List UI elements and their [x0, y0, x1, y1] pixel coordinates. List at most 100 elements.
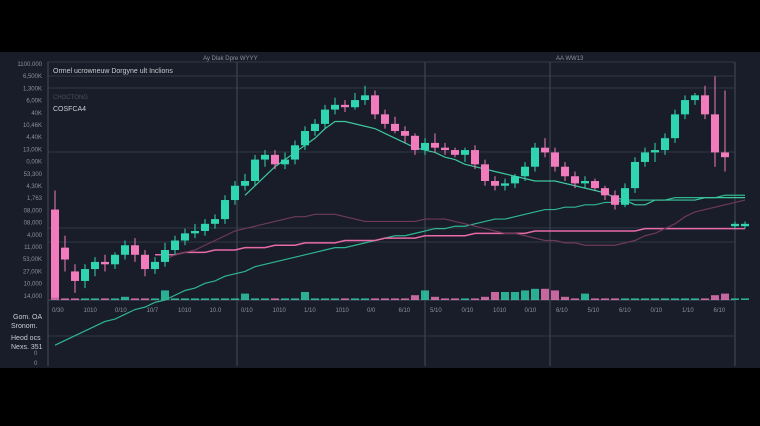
candle-body [61, 247, 69, 260]
y-tick-label: 14,000 [24, 294, 43, 300]
candle-body [201, 223, 209, 231]
candles [51, 76, 749, 298]
header-title-right: AA WW13 [556, 56, 584, 62]
y-tick-label: 6,500K [23, 74, 42, 80]
candle-body [341, 104, 349, 108]
ma-slow-line [54, 194, 745, 346]
volume-bar [411, 295, 419, 300]
y-axis: 1100.000 6,500K 1,300K 6,00K 40K 10,46K 4,40K 1… [17, 62, 42, 300]
volume-bar [631, 298, 639, 300]
volume-bar [361, 298, 369, 300]
y-tick-label: 4,40K [26, 135, 42, 141]
x-tick-label: 1/10 [682, 308, 694, 314]
y-tick-label: 13,00K [23, 147, 42, 153]
volume-bar [171, 298, 179, 300]
candle-body [641, 152, 649, 162]
volume-bar [671, 298, 679, 300]
x-tick-label: 1010 [493, 308, 507, 314]
candle-body [711, 114, 719, 153]
volume-bar [431, 296, 439, 300]
volume-bar [501, 292, 509, 300]
header-title-left: Ay Dlak Dpre WYYY [203, 56, 258, 62]
bottom-label-3: Heod ocs [11, 335, 41, 342]
volume-bar [111, 298, 119, 300]
y-tick-label: 1,300K [23, 86, 42, 92]
ma-fast-line [244, 120, 745, 206]
candle-body [611, 195, 619, 205]
volume-bar [281, 298, 289, 300]
candle-body [161, 250, 169, 262]
x-tick-label: 5/10 [430, 308, 442, 314]
volume-bar [381, 298, 389, 300]
candle-body [51, 209, 59, 298]
x-tick-label: 0/10 [462, 308, 474, 314]
y-tick-label: 08,000 [24, 208, 43, 214]
candle-body [441, 147, 449, 151]
candle-body [401, 131, 409, 136]
panel-subtitle: CHOCTONG [53, 95, 88, 101]
candle-body [701, 95, 709, 115]
candle-body [481, 164, 489, 181]
candle-body [351, 100, 359, 108]
candle-body [311, 123, 319, 132]
volume-bar [371, 298, 379, 300]
candle-body [301, 131, 309, 146]
y-tick-label: 40K [31, 111, 42, 117]
x-tick-label: 6/10 [619, 308, 631, 314]
volume-bar [181, 298, 189, 300]
candle-body [221, 200, 229, 220]
candle-body [631, 161, 639, 189]
x-tick-label: 6/10 [556, 308, 568, 314]
volume-bar [701, 298, 709, 300]
candle-body [121, 245, 129, 255]
x-tick-label: 0/10 [651, 308, 663, 314]
candle-body [211, 219, 219, 224]
x-tick-label: 6/10 [714, 308, 726, 314]
x-tick-label: 10/7 [147, 308, 159, 314]
volume-bar [161, 290, 169, 300]
volume-bar [291, 298, 299, 300]
volume-bar [391, 298, 399, 300]
candle-body [361, 95, 369, 101]
volume-bar [661, 298, 669, 300]
y-tick-label: 53,00K [23, 257, 42, 263]
volume-bar [221, 298, 229, 300]
x-tick-label: 0/10 [115, 308, 127, 314]
volume-bars [51, 288, 749, 300]
volume-bar [491, 292, 499, 300]
volume-bar [151, 298, 159, 300]
y-tick-label: 0,00K [26, 160, 42, 166]
candle-body [251, 159, 259, 181]
volume-bar [341, 298, 349, 300]
volume-bar [721, 293, 729, 300]
x-tick-label: 0/10 [241, 308, 253, 314]
volume-bar [551, 290, 559, 300]
volume-bar [531, 288, 539, 300]
volume-bar [621, 298, 629, 300]
candle-body [531, 147, 539, 167]
candle-body [501, 183, 509, 186]
panel-title: Ormel ucrowneuw Dorgyne ult Inclions [53, 68, 173, 75]
volume-bar [561, 296, 569, 300]
volume-bar [121, 296, 129, 300]
y-tick-label: 10,000 [24, 282, 43, 288]
bottom-label-2: Sronom. [11, 323, 38, 330]
x-tick-label: 10.0 [210, 308, 222, 314]
candle-body [81, 269, 89, 281]
candle-body [241, 181, 249, 186]
volume-bar [131, 298, 139, 300]
y-tick-label: 11,000 [24, 245, 43, 251]
volume-bar [601, 298, 609, 300]
candle-body [291, 145, 299, 160]
indicator-lines [54, 120, 746, 346]
candle-body [451, 150, 459, 155]
candle-body [601, 188, 609, 196]
volume-bar [451, 298, 459, 300]
volume-bar [71, 298, 79, 300]
candle-body [281, 159, 289, 165]
chart-screen: 1100.000 6,500K 1,300K 6,00K 40K 10,46K 4,40K 1… [0, 52, 760, 368]
trend-line [155, 227, 745, 256]
candle-body [511, 176, 519, 184]
candle-body [151, 261, 159, 270]
volume-bar [271, 298, 279, 300]
